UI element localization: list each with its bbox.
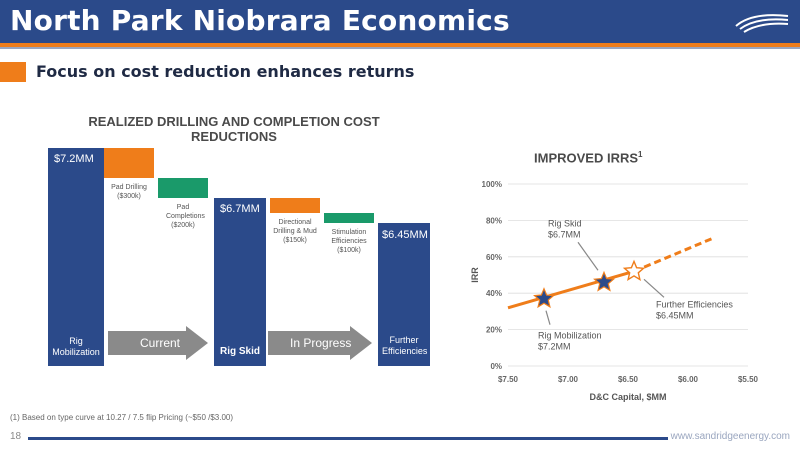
annotation-label: Rig Mobilization [538,331,602,341]
x-tick-label: $6.00 [678,375,699,384]
company-logo-icon [735,14,789,33]
step-label-pad-completions: Pad Completions ($200k) [156,203,210,230]
step-label-stimulation-efficiencies: Stimulation Efficiencies ($100k) [320,228,378,255]
step-label-pad-drilling: Pad Drilling ($300k) [102,183,156,201]
y-tick-label: 60% [486,253,502,262]
step-pad-completions [158,178,208,198]
irr-projection-line [633,237,713,273]
irr-series-line [507,269,635,310]
header-orange-divider [0,43,800,47]
step-amount: ($150k) [283,237,307,244]
y-tick-label: 80% [486,216,502,225]
website-link[interactable]: www.sandridgeenergy.com [670,431,790,442]
irr-title-text: IMPROVED IRRS [534,150,639,166]
y-axis-label: IRR [470,267,480,283]
bar-category-label: Rig Mobilization [52,336,100,357]
bar-value-label: $6.45MM [382,229,428,241]
waterfall-chart-title: REALIZED DRILLING AND COMPLETION COST RE… [88,114,380,144]
x-axis-label: D&C Capital, $MM [589,392,666,402]
slide-subtitle: Focus on cost reduction enhances returns [36,62,415,81]
x-tick-label: $7.00 [558,375,579,384]
x-tick-label: $7.50 [498,375,519,384]
step-label-directional-drilling: Directional Drilling & Mud ($150k) [266,218,324,245]
data-point-star [533,287,555,309]
page-title: North Park Niobrara Economics [10,4,510,37]
header-grey-divider [0,47,800,49]
header-bar: North Park Niobrara Economics [0,0,800,43]
step-name: Stimulation Efficiencies [331,229,367,245]
step-name: Pad Drilling [111,184,147,191]
step-name: Directional Drilling & Mud [273,219,317,235]
step-pad-drilling [104,148,154,178]
step-amount: ($100k) [337,247,361,254]
arrow-in-progress [268,326,372,360]
annotation-value: $6.7MM [548,229,581,239]
annotation-arrow [643,278,665,298]
annotation-value: $7.2MM [538,342,571,352]
annotation-label: Further Efficiencies [656,299,733,309]
bar-value-label: $6.7MM [220,203,260,215]
step-directional-drilling [270,198,320,213]
y-tick-label: 100% [482,180,502,189]
phase-label-in-progress: In Progress [290,336,352,350]
bar-value-label: $7.2MM [54,153,94,165]
step-name: Pad Completions [166,204,205,220]
x-tick-label: $5.50 [738,375,759,384]
step-stimulation-efficiencies [324,213,374,223]
annotation-arrow [545,310,551,325]
bar-further-efficiencies: $6.45MM Further Efficiencies [378,223,430,366]
page-number: 18 [10,431,22,442]
data-point-star [593,270,615,292]
annotation-arrow [577,241,599,271]
data-point-star-hollow [622,259,646,281]
phase-label-current: Current [140,336,181,350]
subtitle-marker [0,62,26,82]
annotation-label: Rig Skid [548,218,582,228]
step-amount: ($300k) [117,193,141,200]
irr-line-chart: 0% 20% 40% 60% 80% 100% $7.50 $7.00 $6.50 $6.00 $5… [470,180,759,402]
footnote: (1) Based on type curve at 10.27 / 7.5 f… [10,413,234,422]
bar-rig-mobilization: $7.2MM Rig Mobilization [48,148,104,366]
bar-rig-skid: $6.7MM Rig Skid [214,198,266,366]
y-tick-label: 0% [490,362,502,371]
step-amount: ($200k) [171,222,195,229]
y-tick-label: 20% [486,326,502,335]
arrow-current [108,326,208,360]
irr-title-superscript: 1 [638,150,643,159]
y-tick-label: 40% [486,289,502,298]
x-tick-label: $6.50 [618,375,639,384]
annotation-value: $6.45MM [656,310,694,320]
bar-category-label: Further Efficiencies [382,335,428,356]
bar-category-label: Rig Skid [219,346,260,357]
irr-chart-title: IMPROVED IRRS1 [534,150,642,165]
footer-divider [28,437,668,440]
